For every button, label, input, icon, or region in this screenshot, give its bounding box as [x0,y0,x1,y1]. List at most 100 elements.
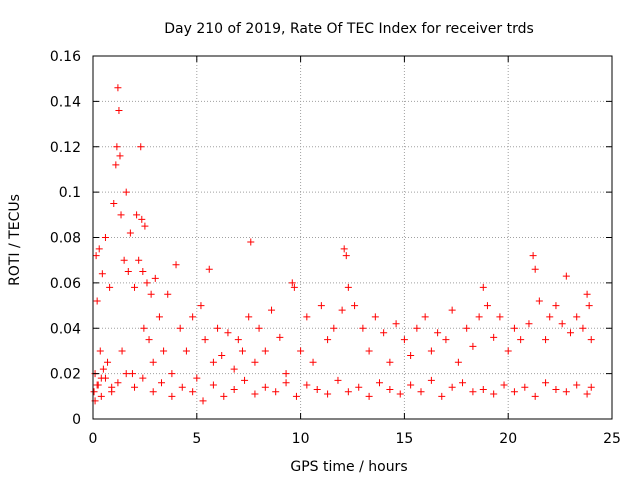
data-point [155,313,163,321]
data-point [282,379,290,387]
data-point [427,347,435,355]
data-point [365,347,373,355]
data-point [99,365,107,373]
x-tick-label: 25 [603,431,621,447]
data-point [282,370,290,378]
data-point [245,313,253,321]
data-point [542,336,550,344]
data-point [585,302,593,310]
data-point [407,381,415,389]
y-tick-label: 0.08 [50,231,81,247]
data-point [182,347,190,355]
data-point [479,283,487,291]
data-point [448,383,456,391]
data-point [276,333,284,341]
data-point [496,313,504,321]
data-point [386,386,394,394]
data-point [133,211,141,219]
data-point [108,388,116,396]
data-point [292,392,300,400]
y-tick-label: 0.14 [50,94,81,110]
y-tick-label: 0.12 [50,140,81,156]
data-point [172,261,180,269]
data-point [303,381,311,389]
data-point [463,324,471,332]
data-point [386,358,394,366]
data-point [168,392,176,400]
data-point [168,370,176,378]
data-point [101,374,109,382]
data-point [342,252,350,260]
data-point [421,313,429,321]
data-point [365,392,373,400]
data-point [247,238,255,246]
data-point [510,388,518,396]
data-point [117,211,125,219]
data-point [164,290,172,298]
axis-ticks: 0 0.02 0.04 0.06 0.08 0.1 0.12 0.14 0.16 0 5 10 15 20… [50,49,621,447]
data-point [261,383,269,391]
data-point [224,329,232,337]
data-point [400,336,408,344]
data-point [201,336,209,344]
data-point [114,379,122,387]
data-point [251,390,259,398]
data-point [143,279,151,287]
data-point [469,342,477,350]
data-point [338,306,346,314]
data-point [525,320,533,328]
data-point [149,358,157,366]
data-point [114,84,122,92]
data-point [573,313,581,321]
data-point [583,390,591,398]
data-point [131,383,139,391]
data-point [438,392,446,400]
data-point [160,347,168,355]
data-point [176,324,184,332]
data-point [92,252,100,260]
data-point [558,320,566,328]
data-point [96,347,104,355]
data-point [413,324,421,332]
data-point [230,365,238,373]
y-tick-label: 0.16 [50,49,81,65]
data-point [104,358,112,366]
y-tick-label: 0.06 [50,276,81,292]
data-point [110,199,118,207]
data-point [562,388,570,396]
y-tick-label: 0.04 [50,321,81,337]
data-point [138,215,146,223]
data-point [178,383,186,391]
data-point [344,388,352,396]
data-point [251,358,259,366]
data-point [552,302,560,310]
data-point [268,306,276,314]
y-tick-label: 0.02 [50,367,81,383]
data-point [95,245,103,253]
data-point [149,388,157,396]
data-point [135,256,143,264]
grid [93,56,612,419]
data-point [122,370,130,378]
data-point [427,376,435,384]
data-point [101,234,109,241]
data-point [106,283,114,291]
data-point [469,388,477,396]
data-point [241,376,249,384]
x-tick-label: 15 [395,431,413,447]
data-point [220,392,228,400]
data-point [120,256,128,264]
x-axis-label: GPS time / hours [290,459,407,475]
data-point [380,329,388,337]
data-point [359,324,367,332]
data-point [454,358,462,366]
data-point [272,388,280,396]
data-point [324,390,332,398]
data-point [151,274,159,282]
x-tick-label: 20 [499,431,517,447]
data-point [351,302,359,310]
data-point [490,390,498,398]
data-point [475,313,483,321]
data-point [118,347,126,355]
data-point [434,329,442,337]
